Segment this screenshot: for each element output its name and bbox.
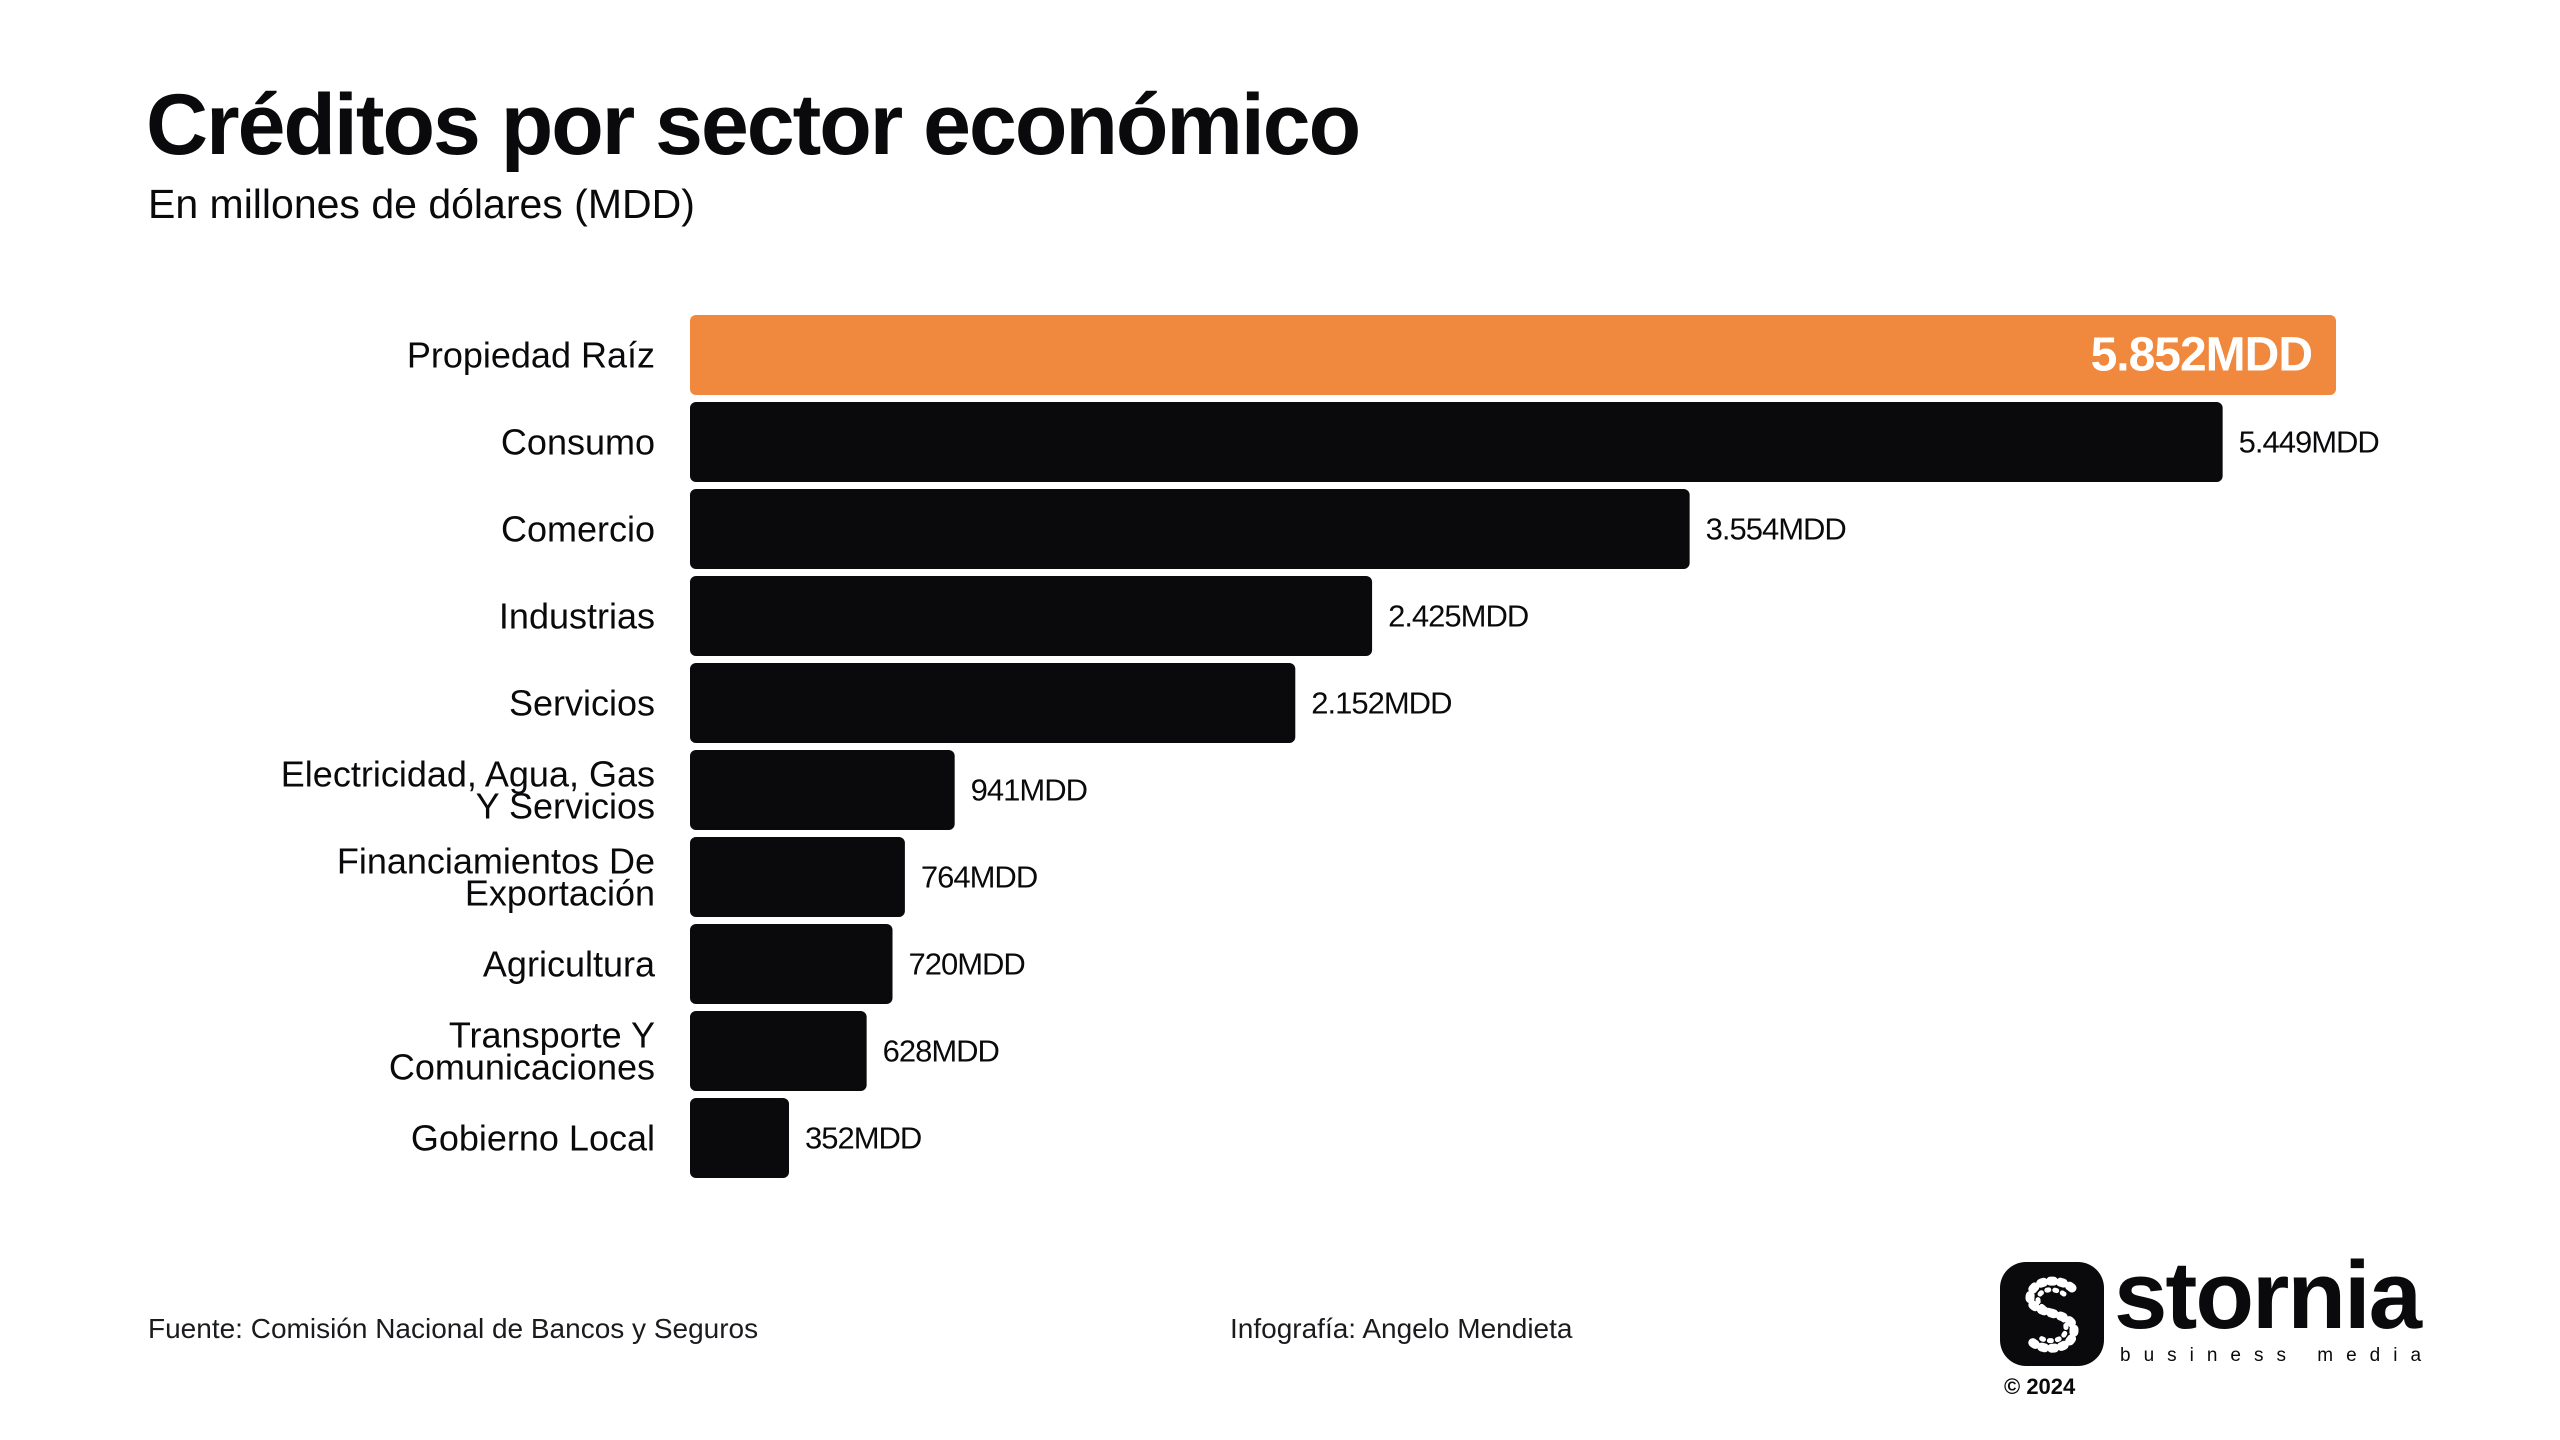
- brand-tagline: business media: [2120, 1345, 2435, 1366]
- brand-name: stornia: [2114, 1242, 2422, 1349]
- chart-title: Créditos por sector económico: [146, 77, 1361, 173]
- chart-subtitle: En millones de dólares (MDD): [148, 181, 695, 227]
- value-label-1: 5.852MDD: [2091, 329, 2312, 382]
- brand-s-icon: [2000, 1262, 2104, 1366]
- value-label-4: 2.425MDD: [1388, 599, 1528, 634]
- category-label-8: Agricultura: [483, 944, 656, 985]
- bar-3: [690, 489, 1690, 569]
- bar-4: [690, 576, 1373, 656]
- category-label-1: Propiedad Raíz: [407, 335, 655, 376]
- value-label-7: 764MDD: [921, 860, 1037, 895]
- bar-1: [690, 315, 2336, 395]
- category-label-5: Servicios: [509, 683, 655, 724]
- source-note: Fuente: Comisión Nacional de Bancos y Se…: [148, 1313, 759, 1344]
- bar-2: [690, 402, 2223, 482]
- bar-7: [690, 837, 905, 917]
- value-label-10: 352MDD: [805, 1121, 921, 1156]
- category-label-3: Comercio: [501, 509, 655, 550]
- bar-6: [690, 750, 955, 830]
- bar-8: [690, 924, 893, 1004]
- category-label-7: Financiamientos De Exportación: [337, 841, 655, 914]
- copyright-year: © 2024: [2004, 1374, 2076, 1399]
- category-label-6: Electricidad, Agua, Gas Y Servicios: [281, 754, 655, 827]
- value-label-9: 628MDD: [883, 1034, 999, 1069]
- category-label-2: Consumo: [501, 422, 655, 463]
- value-label-3: 3.554MDD: [1706, 512, 1846, 547]
- category-label-4: Industrias: [499, 596, 655, 637]
- value-label-2: 5.449MDD: [2239, 425, 2379, 460]
- value-label-5: 2.152MDD: [1311, 686, 1451, 721]
- bar-5: [690, 663, 1296, 743]
- infographic-credit: Infografía: Angelo Mendieta: [1230, 1313, 1573, 1344]
- bar-9: [690, 1011, 867, 1091]
- value-label-8: 720MDD: [909, 947, 1025, 982]
- brand-logo: stornia business media © 2024: [2000, 1248, 2450, 1402]
- category-label-10: Gobierno Local: [411, 1118, 655, 1159]
- category-label-9: Transporte Y Comunicaciones: [389, 1015, 655, 1088]
- value-label-6: 941MDD: [971, 773, 1087, 808]
- bar-10: [690, 1098, 790, 1178]
